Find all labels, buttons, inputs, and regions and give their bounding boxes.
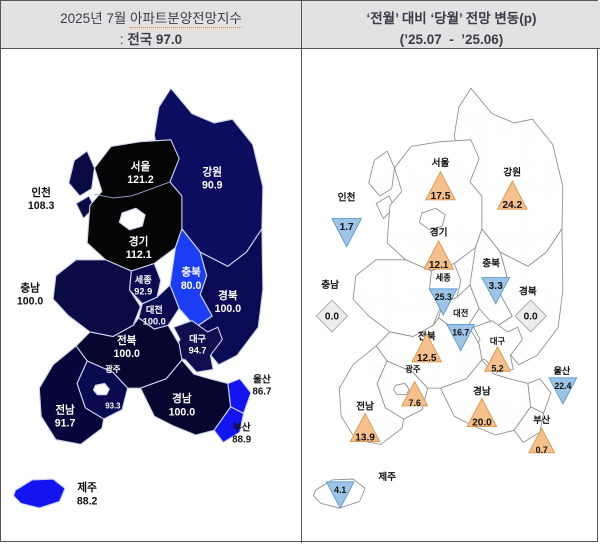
svg-text:제주: 제주	[378, 470, 396, 483]
svg-text:경남: 경남	[172, 392, 192, 405]
svg-text:7.6: 7.6	[409, 398, 421, 408]
svg-text:92.9: 92.9	[134, 286, 152, 296]
svg-text:인천: 인천	[338, 191, 356, 204]
svg-text:1.7: 1.7	[340, 222, 354, 233]
svg-text:20.0: 20.0	[472, 418, 492, 429]
svg-text:16.7: 16.7	[452, 328, 469, 338]
svg-text:광주: 광주	[105, 364, 121, 374]
svg-text:경남: 경남	[473, 385, 491, 398]
svg-text:5.2: 5.2	[491, 363, 503, 373]
svg-text:세종: 세종	[135, 274, 152, 285]
svg-text:대구: 대구	[189, 333, 206, 344]
svg-text:강원: 강원	[503, 165, 521, 178]
svg-text:서울: 서울	[131, 160, 151, 173]
svg-text:전남: 전남	[356, 400, 374, 413]
svg-text:대구: 대구	[490, 336, 506, 346]
svg-text:경북: 경북	[519, 284, 537, 297]
svg-text:12.1: 12.1	[429, 260, 449, 271]
svg-text:12.5: 12.5	[417, 353, 437, 364]
svg-text:121.2: 121.2	[127, 174, 153, 186]
svg-text:인천: 인천	[31, 186, 50, 199]
svg-text:22.4: 22.4	[554, 381, 571, 391]
svg-text:0.0: 0.0	[524, 312, 538, 323]
svg-text:100.0: 100.0	[17, 296, 43, 308]
svg-text:경기: 경기	[129, 235, 148, 248]
svg-text:부산: 부산	[233, 420, 251, 433]
svg-text:90.9: 90.9	[202, 179, 223, 191]
svg-text:충남: 충남	[20, 282, 40, 295]
svg-text:93.3: 93.3	[105, 402, 121, 411]
svg-text:25.3: 25.3	[435, 292, 452, 302]
svg-text:충북: 충북	[181, 266, 201, 279]
svg-text:울산: 울산	[253, 372, 271, 385]
svg-text:서울: 서울	[432, 156, 450, 169]
svg-text:광주: 광주	[405, 364, 421, 374]
svg-text:88.2: 88.2	[77, 495, 98, 507]
svg-text:3.3: 3.3	[489, 281, 503, 292]
svg-text:충남: 충남	[321, 278, 339, 291]
svg-text:112.1: 112.1	[126, 249, 152, 261]
svg-text:부산: 부산	[533, 414, 550, 425]
svg-text:전북: 전북	[117, 334, 137, 347]
svg-text:108.3: 108.3	[28, 200, 54, 212]
svg-text:전남: 전남	[55, 403, 75, 416]
svg-text:94.7: 94.7	[189, 345, 207, 355]
svg-text:제주: 제주	[77, 481, 97, 494]
svg-text:100.0: 100.0	[113, 348, 139, 360]
svg-text:88.9: 88.9	[232, 434, 251, 445]
svg-text:대전: 대전	[453, 308, 469, 318]
svg-text:4.1: 4.1	[334, 485, 346, 495]
svg-text:울산: 울산	[553, 365, 570, 376]
svg-text:100.0: 100.0	[215, 303, 241, 315]
svg-text:24.2: 24.2	[502, 200, 522, 211]
svg-text:17.5: 17.5	[431, 191, 451, 202]
svg-text:100.0: 100.0	[169, 406, 195, 418]
svg-text:0.0: 0.0	[325, 312, 339, 323]
svg-text:충북: 충북	[482, 256, 500, 269]
svg-text:100.0: 100.0	[143, 316, 166, 326]
svg-text:경기: 경기	[430, 225, 448, 238]
svg-text:강원: 강원	[203, 165, 222, 178]
svg-text:91.7: 91.7	[55, 417, 76, 429]
svg-text:80.0: 80.0	[181, 280, 202, 292]
svg-text:세종: 세종	[436, 272, 452, 282]
svg-text:대전: 대전	[146, 304, 163, 315]
svg-text:경북: 경북	[218, 289, 238, 302]
svg-text:86.7: 86.7	[253, 387, 272, 398]
svg-text:0.7: 0.7	[536, 445, 548, 455]
svg-text:13.9: 13.9	[355, 433, 375, 444]
